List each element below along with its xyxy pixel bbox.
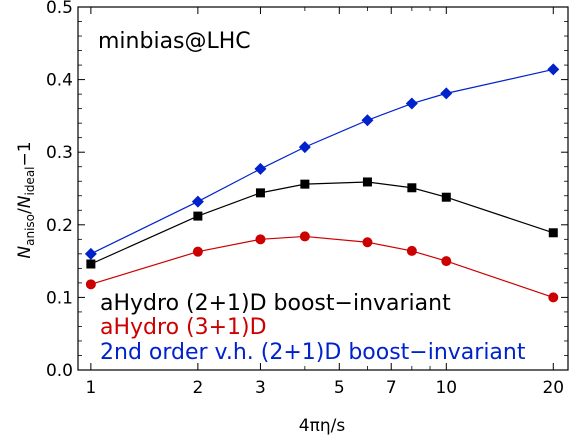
y-axis-title-n1: N (15, 246, 35, 259)
data-point-circle (85, 279, 96, 290)
y-tick-label: 0.0 (46, 361, 73, 381)
y-axis-title-n2: N (15, 195, 35, 208)
axis-ticks (78, 6, 568, 371)
data-point-square (407, 183, 417, 193)
data-point-circle (299, 231, 310, 242)
x-tick-label: 7 (386, 378, 397, 398)
data-point-square (548, 228, 558, 238)
x-tick-label: 20 (542, 378, 564, 398)
data-point-square (193, 211, 203, 221)
data-point-circle (406, 245, 417, 256)
data-point-square (255, 188, 265, 198)
y-tick-label: 0.3 (46, 143, 73, 163)
series-line-0 (90, 181, 554, 265)
series-line-1 (90, 235, 554, 298)
data-point-diamond (191, 195, 204, 208)
legend-entry-1: aHydro (3+1)D (100, 315, 267, 340)
data-point-circle (548, 292, 559, 303)
plot-border (77, 6, 569, 371)
x-tick-label: 5 (334, 378, 345, 398)
data-point-diamond (440, 87, 453, 100)
legend-entry-2: 2nd order v.h. (2+1)D boost−invariant (100, 340, 526, 365)
x-axis-title: 4πη/s (299, 416, 346, 436)
data-point-square (362, 177, 372, 187)
y-axis-title-sub2: ideal (23, 166, 37, 195)
plot-frame (77, 6, 569, 371)
data-point-diamond (254, 162, 267, 175)
y-tick-label: 0.1 (46, 288, 73, 308)
data-point-square (441, 192, 451, 202)
y-axis-title: Naniso/Nideal−1 (15, 141, 37, 258)
y-tick-label: 0.2 (46, 216, 73, 236)
x-tick-label: 3 (255, 378, 266, 398)
y-axis-title-rest: −1 (15, 141, 35, 166)
data-point-circle (362, 237, 373, 248)
x-tick-label: 10 (435, 378, 457, 398)
data-point-diamond (84, 247, 97, 260)
y-axis-title-sub1: aniso (23, 214, 37, 246)
y-axis-title-slash: / (15, 208, 35, 214)
data-point-circle (192, 246, 203, 257)
data-point-square (300, 179, 310, 189)
x-tick-label: 1 (85, 378, 96, 398)
series-layer (84, 63, 560, 303)
x-tick-label: 2 (192, 378, 203, 398)
series-line-2 (90, 68, 554, 255)
data-point-square (86, 259, 96, 269)
data-point-circle (441, 256, 452, 267)
data-point-diamond (547, 63, 560, 76)
annotation-label: minbias@LHC (98, 29, 251, 54)
y-tick-label: 0.5 (46, 0, 73, 18)
data-point-diamond (361, 114, 374, 127)
legend: aHydro (2+1)D boost−invariant aHydro (3+… (100, 291, 526, 365)
data-point-diamond (405, 97, 418, 110)
legend-entry-0: aHydro (2+1)D boost−invariant (100, 291, 451, 316)
tick-labels: 1 2 3 5 7 10 20 0.0 0.1 0.2 0.3 0.4 0.5 (46, 0, 564, 398)
data-point-circle (255, 234, 266, 245)
data-point-diamond (298, 141, 311, 154)
y-tick-label: 0.4 (46, 71, 73, 91)
